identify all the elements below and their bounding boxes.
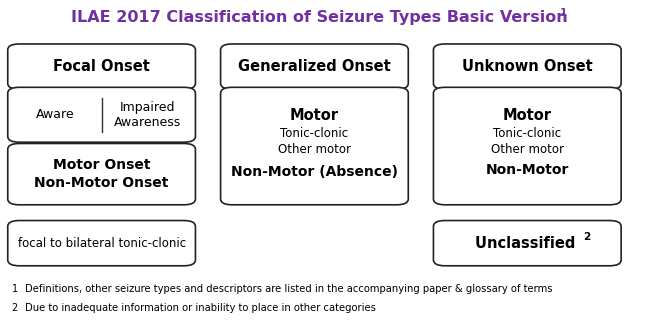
Text: ILAE 2017 Classification of Seizure Types Basic Version: ILAE 2017 Classification of Seizure Type…: [72, 10, 573, 25]
Text: Unclassified: Unclassified: [475, 236, 580, 251]
Text: Other motor: Other motor: [278, 143, 351, 156]
FancyBboxPatch shape: [8, 44, 195, 89]
Text: Motor Onset: Motor Onset: [53, 158, 150, 172]
Text: Impaired
Awareness: Impaired Awareness: [114, 101, 181, 129]
FancyBboxPatch shape: [433, 44, 621, 89]
Text: Unknown Onset: Unknown Onset: [462, 59, 593, 74]
Text: Focal Onset: Focal Onset: [53, 59, 150, 74]
FancyBboxPatch shape: [433, 221, 621, 266]
Text: Non-Motor (Absence): Non-Motor (Absence): [231, 165, 398, 179]
Text: Due to inadequate information or inability to place in other categories: Due to inadequate information or inabili…: [25, 303, 375, 313]
FancyBboxPatch shape: [8, 87, 195, 142]
Text: Non-Motor: Non-Motor: [486, 163, 569, 177]
FancyBboxPatch shape: [221, 44, 408, 89]
Text: 1: 1: [560, 8, 567, 18]
Text: Aware: Aware: [36, 108, 75, 121]
Text: Tonic-clonic: Tonic-clonic: [281, 127, 348, 140]
Text: Other motor: Other motor: [491, 143, 564, 156]
Text: Generalized Onset: Generalized Onset: [238, 59, 391, 74]
Text: 2: 2: [12, 303, 18, 313]
Text: 1: 1: [12, 284, 17, 294]
Text: 2: 2: [583, 232, 590, 242]
Text: Motor: Motor: [503, 108, 551, 123]
Text: Tonic-clonic: Tonic-clonic: [493, 127, 561, 140]
FancyBboxPatch shape: [8, 221, 195, 266]
Text: Definitions, other seizure types and descriptors are listed in the accompanying : Definitions, other seizure types and des…: [25, 284, 552, 294]
Text: Motor: Motor: [290, 108, 339, 123]
FancyBboxPatch shape: [8, 143, 195, 205]
Text: focal to bilateral tonic-clonic: focal to bilateral tonic-clonic: [17, 237, 186, 250]
FancyBboxPatch shape: [221, 87, 408, 205]
Text: Non-Motor Onset: Non-Motor Onset: [34, 176, 169, 190]
FancyBboxPatch shape: [433, 87, 621, 205]
